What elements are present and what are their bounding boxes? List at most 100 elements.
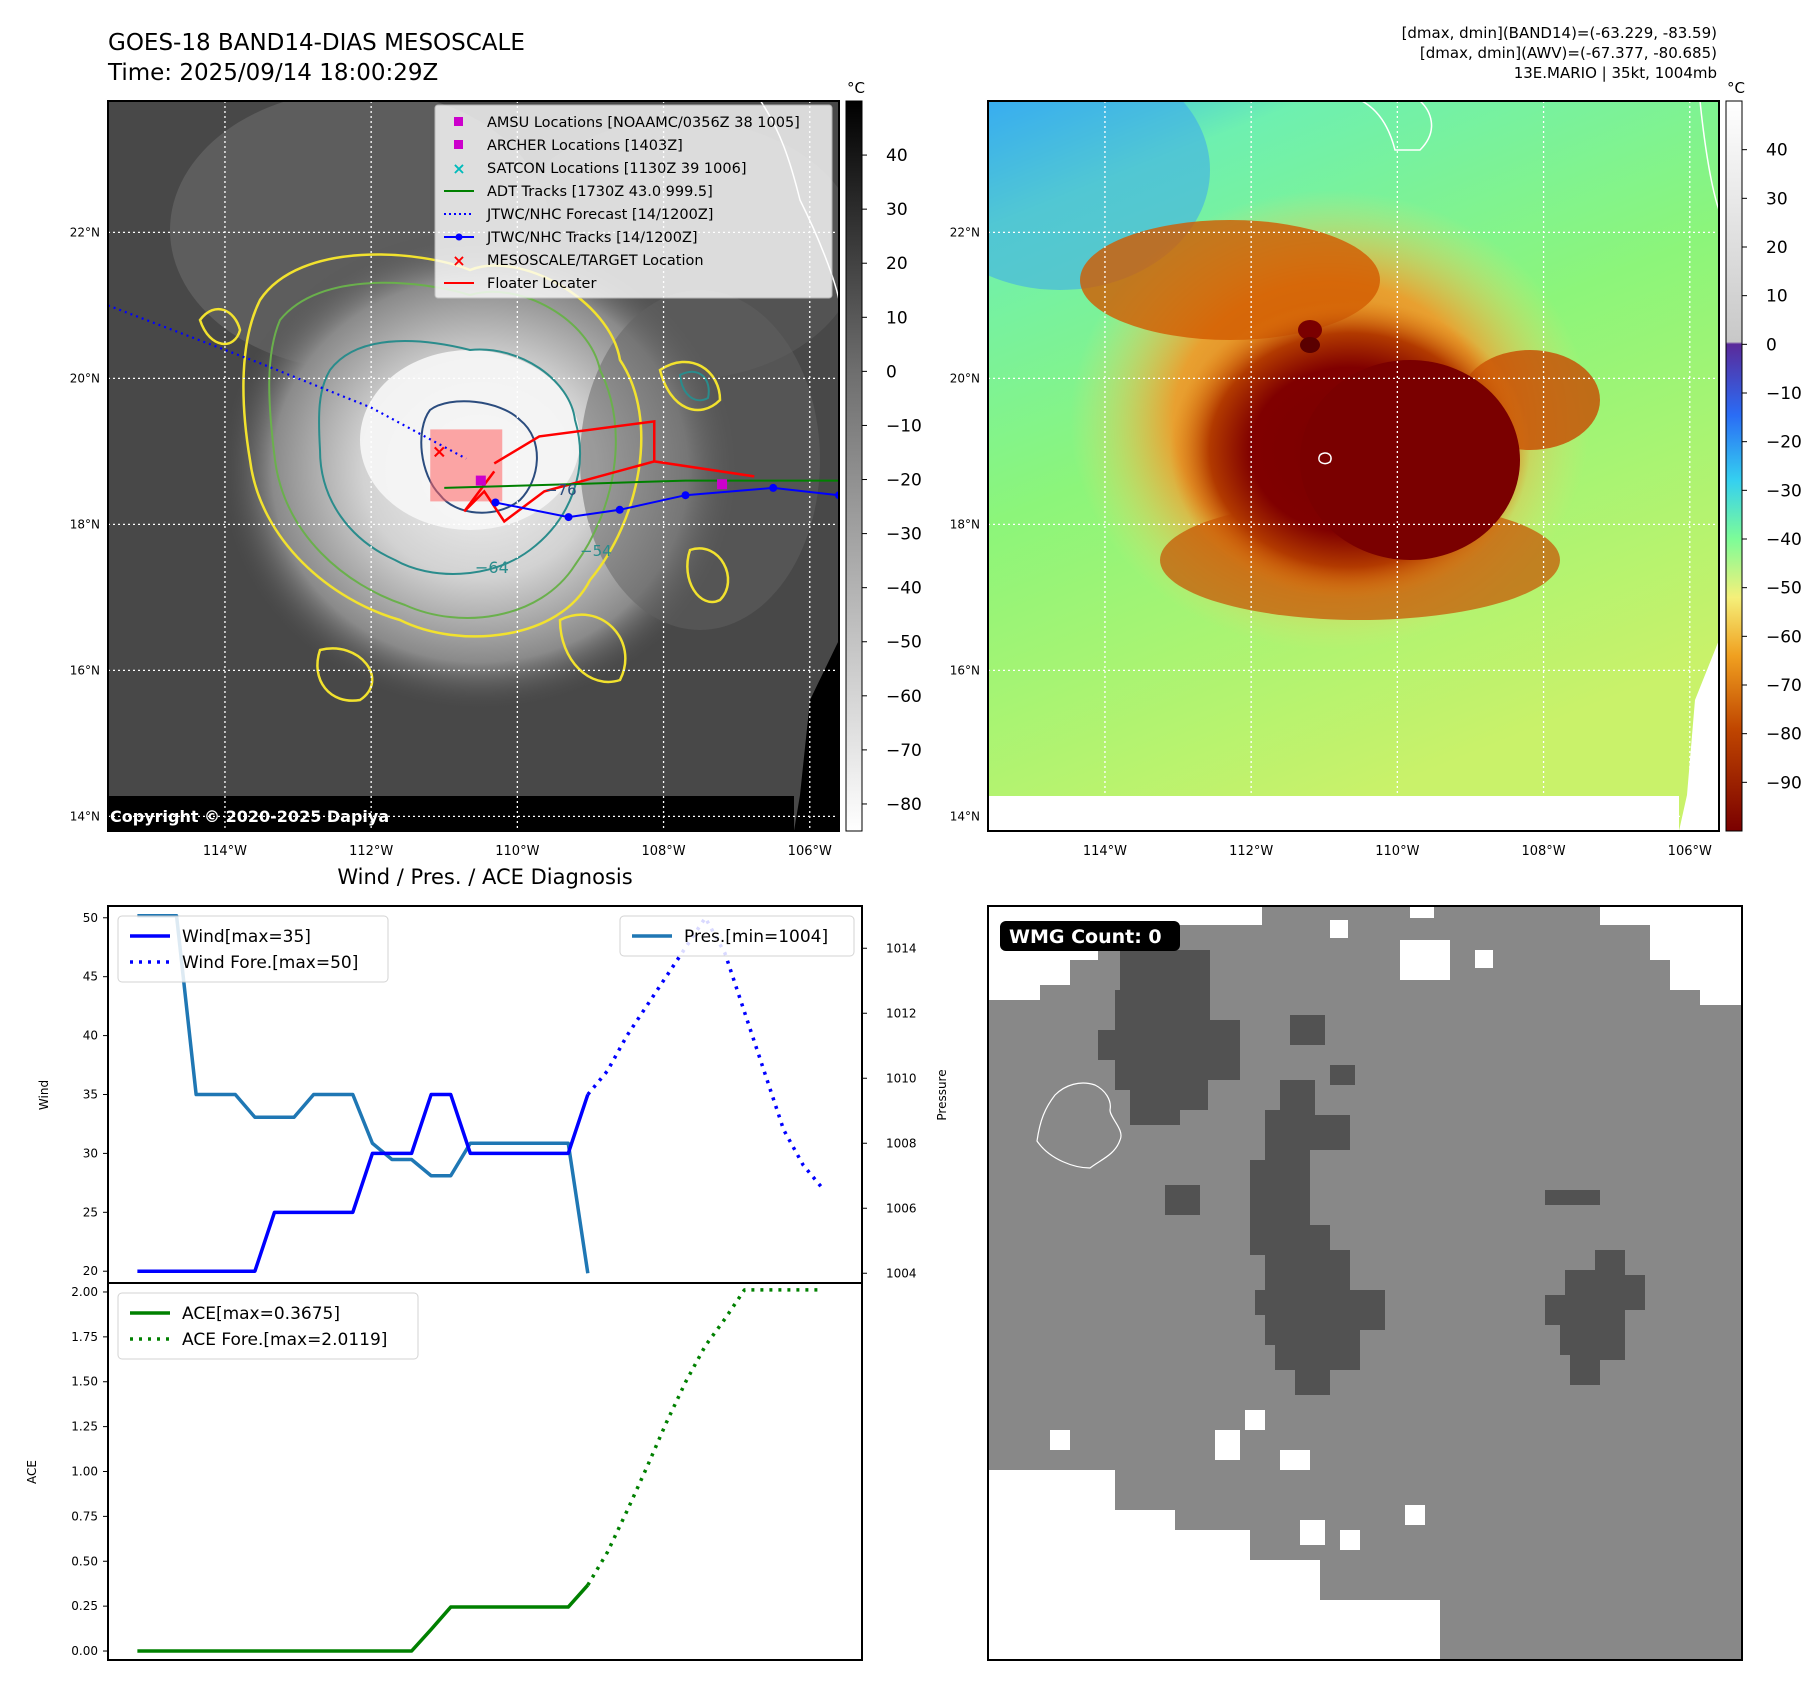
colorbar-tick-label: −80 <box>1766 725 1801 745</box>
pressure-tick-label: 1006 <box>886 1201 917 1215</box>
lon-tick-label: 110°W <box>1375 844 1419 859</box>
lon-tick-label: 108°W <box>641 844 685 859</box>
lat-tick-label: 22°N <box>70 225 100 239</box>
legend-entry-label: ACE Fore.[max=2.0119] <box>182 1330 387 1350</box>
ace-forecast-line <box>586 1288 823 1586</box>
lon-tick-label: 112°W <box>1229 844 1273 859</box>
legend-entry-label: AMSU Locations [NOAAMC/0356Z 38 1005] <box>487 115 800 131</box>
target-marker: × <box>432 441 447 462</box>
amsu-marker <box>717 479 728 490</box>
ace-axis-label: ACE <box>25 1460 39 1484</box>
wind-tick-label: 45 <box>83 970 98 984</box>
colorbar-tick-label: 0 <box>1766 335 1777 355</box>
wind-tick-label: 25 <box>83 1205 98 1219</box>
best-track-point <box>615 505 624 514</box>
wind-axis: 50 45 40 35 30 25 20 <box>83 911 108 1278</box>
best-track-point <box>564 513 573 522</box>
pressure-tick-label: 1012 <box>886 1006 917 1020</box>
target-box <box>430 429 503 502</box>
info-band14: [dmax, dmin](BAND14)=(-63.229, -83.59) <box>1402 24 1717 42</box>
info-awv: [dmax, dmin](AWV)=(-67.377, -80.685) <box>1420 44 1717 62</box>
legend-box <box>619 915 855 957</box>
awv-axis-ticks: 114°W 112°W 110°W 108°W 106°W 22°N 20°N 18°N 16°… <box>950 225 1712 859</box>
legend-entry-label: SATCON Locations [1130Z 39 1006] <box>487 161 746 177</box>
colorbar-tick-label: −70 <box>886 741 922 761</box>
ace-tick-label: 0.75 <box>71 1509 98 1523</box>
ir-map-panel: ×−76−64−54 Copyright © 2020-2025 Dapiya … <box>70 79 922 859</box>
legend-entry-label: ADT Tracks [1730Z 43.0 999.5] <box>487 184 713 200</box>
pressure-axis-label: Pressure <box>935 1069 949 1120</box>
legend-entry-label: Pres.[min=1004] <box>684 927 828 947</box>
ace-line <box>137 1583 590 1653</box>
colorbar-tick-label: 20 <box>1766 238 1788 258</box>
legend-entry-label: Wind[max=35] <box>182 927 311 947</box>
legend-entry-label: JTWC/NHC Forecast [14/1200Z] <box>486 207 713 223</box>
legend-entry-label: JTWC/NHC Tracks [14/1200Z] <box>486 230 698 246</box>
lat-tick-label: 14°N <box>70 809 100 823</box>
ace-lines <box>137 1288 823 1653</box>
colorbar-tick-label: 20 <box>886 254 908 274</box>
wind-tick-label: 20 <box>83 1264 98 1278</box>
colorbar-tick-label: −20 <box>886 471 922 491</box>
colorbar-tick-label: −50 <box>1766 579 1801 599</box>
pressure-tick-label: 1008 <box>886 1136 917 1150</box>
lon-tick-label: 106°W <box>1668 844 1712 859</box>
ace-tick-label: 1.50 <box>71 1375 98 1389</box>
colorbar-tick-label: −30 <box>886 525 922 545</box>
pressure-tick-label: 1014 <box>886 941 917 955</box>
wmg-count-label: WMG Count: 0 <box>1009 926 1162 948</box>
time-series-legends: Wind[max=35] Wind Fore.[max=50] Pres.[min=… <box>117 915 855 1360</box>
awv-map-panel: 114°W 112°W 110°W 108°W 106°W 22°N 20°N 18°N 16°… <box>950 79 1801 859</box>
colorbar-strip <box>845 100 863 832</box>
lon-tick-label: 110°W <box>495 844 539 859</box>
lat-tick-label: 20°N <box>950 371 980 385</box>
lon-tick-label: 114°W <box>203 844 247 859</box>
colorbar-tick-label: −60 <box>1766 627 1801 647</box>
adt-track-line <box>444 479 839 489</box>
pressure-tick-label: 1010 <box>886 1071 917 1085</box>
copyright-label: Copyright © 2020-2025 Dapiya <box>110 807 389 826</box>
best-track-point <box>491 498 500 507</box>
colorbar-unit: °C <box>1727 79 1745 97</box>
best-track-line <box>495 486 839 519</box>
ir-axis-ticks: 114°W 112°W 110°W 108°W 106°W 22°N 20°N 18°N 16°… <box>70 225 832 859</box>
legend-x-icon: × <box>452 251 465 270</box>
colorbar-strip <box>1725 100 1743 832</box>
ir-overlays: × −76 −64 −54 <box>108 304 839 577</box>
lat-tick-label: 18°N <box>950 517 980 531</box>
ace-tick-label: 0.00 <box>71 1644 98 1658</box>
wind-pressure-lines <box>137 914 825 1274</box>
colorbar-tick-label: −80 <box>886 795 922 815</box>
info-storm: 13E.MARIO | 35kt, 1004mb <box>1514 64 1717 82</box>
ace-tick-label: 2.00 <box>71 1285 98 1299</box>
archer-marker <box>475 475 486 486</box>
lat-tick-label: 18°N <box>70 517 100 531</box>
pressure-axis: 1014 1012 1010 1008 1006 1004 <box>862 941 917 1280</box>
ir-colorbar: °C 40 30 20 10 0 −10 −20 −30 −40 −50 −60 −70 −80 <box>845 79 922 832</box>
wmg-panel: WMG Count: 0 <box>987 905 1743 1661</box>
floater-locater-line <box>463 419 755 524</box>
lon-tick-label: 108°W <box>1521 844 1565 859</box>
chart-title: Wind / Pres. / ACE Diagnosis <box>337 865 632 889</box>
lat-tick-label: 16°N <box>70 663 100 677</box>
colorbar-tick-label: 30 <box>886 200 908 220</box>
best-track-point <box>769 483 778 492</box>
legend-box <box>434 104 833 299</box>
wind-tick-label: 40 <box>83 1029 98 1043</box>
wind-tick-label: 30 <box>83 1146 98 1160</box>
ace-tick-label: 1.75 <box>71 1330 98 1344</box>
lon-tick-label: 112°W <box>349 844 393 859</box>
colorbar-tick-label: −40 <box>1766 530 1801 550</box>
awv-colorbar: °C 40 30 20 10 0 −10 −20 −30 −40 −50 −60 −70 −80 −90 <box>1725 79 1801 832</box>
lat-tick-label: 22°N <box>950 225 980 239</box>
lon-tick-label: 106°W <box>788 844 832 859</box>
contour-label: −64 <box>475 558 509 577</box>
colorbar-tick-label: −30 <box>1766 481 1801 501</box>
lat-tick-label: 16°N <box>950 663 980 677</box>
colorbar-tick-label: 10 <box>1766 287 1788 307</box>
lon-tick-label: 114°W <box>1083 844 1127 859</box>
awv-gridlines <box>988 101 1719 831</box>
ace-tick-label: 1.25 <box>71 1420 98 1434</box>
colorbar-tick-label: −60 <box>886 687 922 707</box>
colorbar-tick-label: −10 <box>886 416 922 436</box>
